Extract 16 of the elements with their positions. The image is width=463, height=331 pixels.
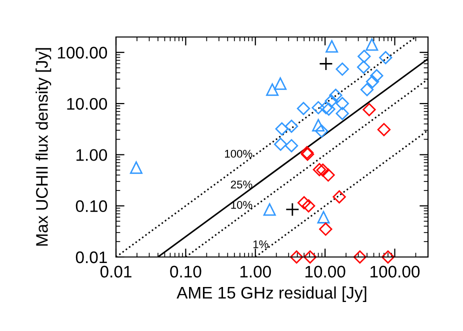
x-tick-label: 10.00 xyxy=(305,266,346,278)
series-label: 25% xyxy=(230,180,252,188)
x-axis-title: AME 15 GHz residual [Jy] xyxy=(176,286,366,302)
x-tick-label: 1.00 xyxy=(240,266,271,278)
series-label: 1% xyxy=(253,240,268,248)
y-tick-label: 10.00 xyxy=(67,98,108,110)
y-axis-title: Max UCHII flux density [Jy] xyxy=(36,48,52,246)
series-label: 10% xyxy=(231,200,252,209)
y-tick-label: 100.00 xyxy=(58,46,108,59)
y-tick-label: 0.01 xyxy=(76,251,107,264)
series-label: 100% xyxy=(225,150,252,158)
y-tick-label: 1.00 xyxy=(76,149,108,161)
x-tick-label: 0.10 xyxy=(170,266,202,278)
x-tick-label: 0.01 xyxy=(100,266,132,278)
y-tick-label: 0.10 xyxy=(76,200,108,212)
x-tick-label: 100.00 xyxy=(370,266,420,278)
